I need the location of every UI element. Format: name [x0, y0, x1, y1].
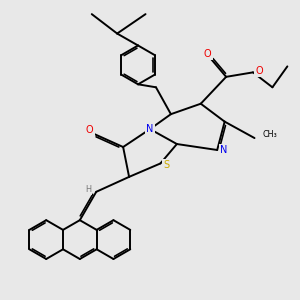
- Text: N: N: [220, 145, 227, 155]
- Text: O: O: [203, 49, 211, 59]
- Text: S: S: [164, 160, 169, 170]
- Text: H: H: [85, 185, 91, 194]
- Text: N: N: [146, 124, 154, 134]
- Text: O: O: [86, 125, 94, 135]
- Text: CH₃: CH₃: [263, 130, 278, 139]
- Text: O: O: [256, 66, 263, 76]
